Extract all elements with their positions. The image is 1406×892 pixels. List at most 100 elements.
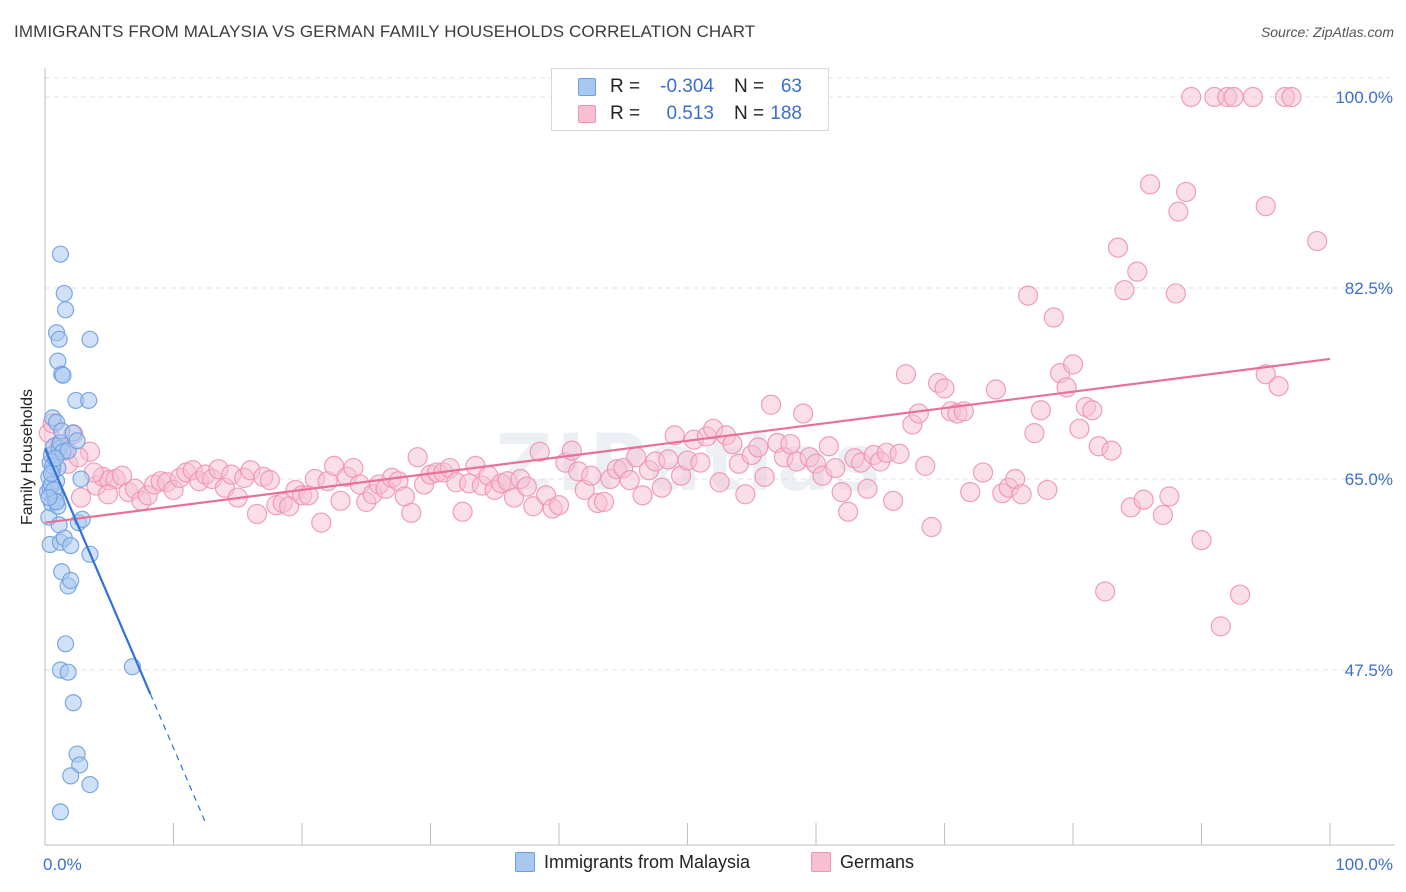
germans-point [529,441,550,462]
germans-point [972,462,994,483]
germans-point [1268,376,1289,397]
y-axis-label: Family Households [19,388,36,526]
bottom-legend-germans: Germans [811,852,914,873]
y-tick-label: 100.0% [1335,88,1393,107]
germans-point [1107,237,1129,258]
germans-point [1011,484,1032,505]
germans-point [889,443,910,464]
r-value: 0.513 [666,103,714,124]
y-tick-label: 47.5% [1345,661,1393,680]
malaysia-point [68,432,86,450]
germans-point [1175,181,1197,203]
germans-point [793,403,814,424]
r-value: -0.304 [660,76,714,97]
malaysia-point [40,488,58,507]
germans-point [825,457,846,479]
chart-title: IMMIGRANTS FROM MALAYSIA VS GERMAN FAMIL… [14,22,756,41]
germans-point [1165,283,1186,304]
germans-point [760,394,782,415]
germans-point [1037,479,1058,501]
germans-point [960,481,981,503]
germans-trend-line [44,357,1331,524]
germans-point [664,425,685,446]
germans-point [632,485,653,506]
germans-point [754,466,775,487]
malaysia-points [38,245,141,821]
germans-point [690,452,711,473]
source-label: Source: ZipAtlas.com [1260,24,1394,40]
legend-row-malaysia: R = -0.304 N = 63 [552,74,828,100]
germans-point [1133,489,1154,510]
germans-point [1069,418,1090,439]
germans-point [1281,86,1302,108]
germans-points [38,86,1328,637]
germans-point [1062,354,1084,375]
malaysia-point [81,330,99,348]
germans-point [503,487,525,508]
germans-point [246,503,268,525]
n-label: N = [734,76,765,97]
germans-point [882,490,904,511]
germans-point [748,437,769,458]
grid-lines [45,77,1390,671]
r-label: R = [610,76,641,97]
germans-point [895,364,917,385]
germans-point [1307,230,1328,252]
malaysia-point [64,694,82,712]
germans-point [1255,196,1276,217]
germans-point [401,502,422,523]
germans-point [1152,504,1174,526]
trend-lines [43,357,1331,824]
germans-point [838,501,859,522]
germans-point [1159,486,1180,507]
germans-point [857,478,878,499]
malaysia-point [51,803,70,821]
germans-point [780,433,801,455]
n-value: 188 [770,103,802,124]
germans-point [831,481,852,503]
bottom-legend-malaysia: Immigrants from Malaysia [515,852,750,873]
germans-point [1030,400,1051,421]
blue-swatch [515,852,535,872]
germans-point [516,476,537,497]
germans-point [1101,440,1122,461]
malaysia-point [56,635,75,653]
malaysia-point [54,366,72,384]
germans-point [915,455,936,477]
tick-labels: 47.5% 65.0% 82.5% 100.0% 0.0% 100.0% [43,88,1393,874]
y-tick-label: 65.0% [1345,470,1393,489]
germans-point [407,447,428,468]
x-tick-label: 0.0% [43,855,82,874]
germans-point [1229,584,1251,605]
malaysia-point [81,775,99,794]
germans-point [581,465,602,486]
malaysia-trend-extension [149,693,207,824]
malaysia-point [55,284,73,303]
legend-label-germans: Germans [840,852,915,872]
malaysia-point [80,391,98,410]
germans-point [1017,285,1039,306]
germans-point [1255,364,1276,385]
germans-point [1127,261,1148,282]
germans-point [330,490,351,511]
germans-point [735,484,756,505]
germans-point [709,472,730,493]
germans-point [619,469,640,491]
malaysia-trend-line [43,448,152,695]
malaysia-point [62,767,80,785]
germans-point [1024,423,1045,444]
germans-point [1168,201,1189,222]
germans-point [908,403,929,424]
germans-point [97,484,119,505]
germans-point [985,379,1007,400]
germans-point [934,378,955,399]
germans-point [1095,581,1116,602]
germans-point [311,512,332,533]
pink-swatch [811,852,831,872]
germans-point [1223,86,1244,108]
germans-point [658,449,679,470]
germans-point [1181,86,1202,108]
legend-label-malaysia: Immigrants from Malaysia [544,852,751,872]
germans-point [548,495,570,516]
malaysia-point [62,536,80,555]
